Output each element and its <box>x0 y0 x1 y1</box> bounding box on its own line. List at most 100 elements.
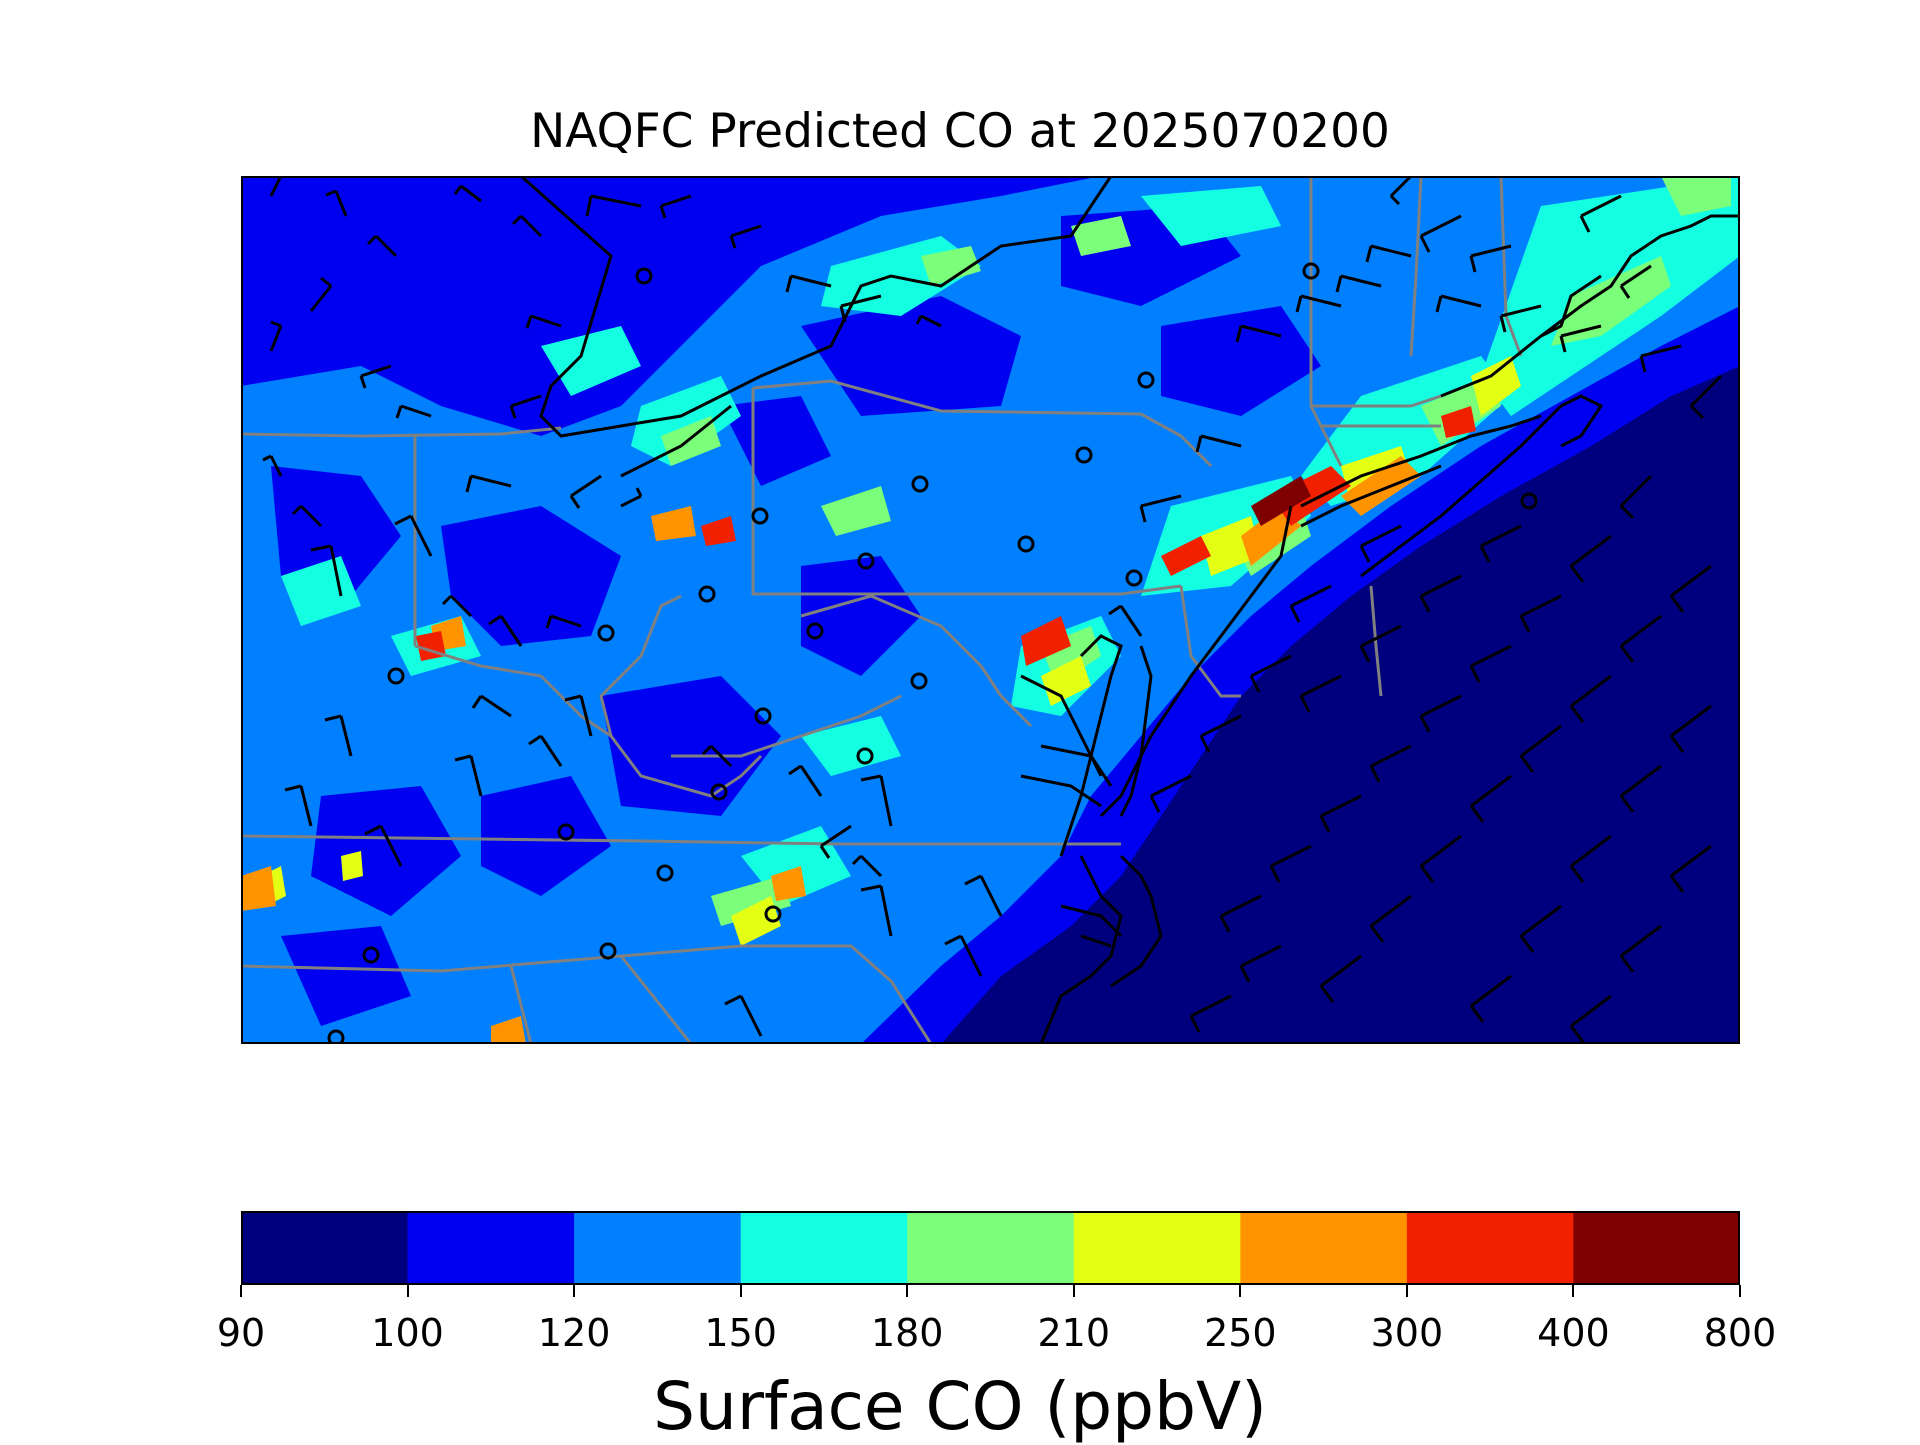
wind-barb <box>1240 324 1282 338</box>
colorbar-segment <box>407 1211 575 1285</box>
wind-barb <box>1670 704 1712 738</box>
wind-barb-feather <box>1189 1015 1201 1033</box>
wind-barb-feather <box>1195 435 1203 453</box>
wind-barb-feather <box>724 994 742 1006</box>
colorbar-segment <box>907 1211 1075 1285</box>
monitor-site-marker <box>597 624 615 642</box>
wind-barb-feather <box>819 845 831 859</box>
wind-barb-feather <box>1519 935 1535 953</box>
wind-barb-feather <box>1469 255 1477 273</box>
wind-barb-feather <box>465 475 473 493</box>
wind-barb-feather <box>441 594 453 606</box>
colorbar-segment <box>574 1211 742 1285</box>
colorbar-tick-mark <box>1072 1285 1075 1297</box>
co-field-low-pockets <box>271 206 1321 1026</box>
wind-barb-feather <box>1249 675 1261 693</box>
wind-barb-feather <box>291 504 303 516</box>
wind-barb <box>269 325 283 352</box>
wind-barb <box>1370 244 1412 258</box>
wind-barb <box>550 614 582 628</box>
monitor-site-marker <box>1017 535 1035 553</box>
wind-barb-feather <box>1559 335 1567 353</box>
wind-barb <box>469 755 483 797</box>
monitor-site-marker <box>1137 371 1155 389</box>
wind-barb <box>329 545 343 597</box>
wind-barb <box>1500 304 1542 318</box>
monitor-site-marker <box>1125 569 1143 587</box>
wind-barb <box>409 515 433 557</box>
wind-barb <box>1620 264 1652 288</box>
wind-barb-feather <box>1569 1025 1585 1043</box>
wind-barb <box>730 224 762 238</box>
wind-barb <box>530 314 562 328</box>
co-field-400-800 <box>1251 476 1311 526</box>
colorbar-tick-mark <box>1239 1285 1242 1297</box>
wind-barb-feather <box>1499 315 1507 333</box>
wind-barb-feather <box>270 320 282 328</box>
wind-barb <box>499 615 523 647</box>
map-border <box>241 176 1740 1044</box>
co-map <box>241 176 1740 1044</box>
map-canvas <box>241 176 1740 1044</box>
wind-barb-feather <box>1199 735 1211 753</box>
wind-barb-feather <box>324 714 342 722</box>
wind-barb <box>1140 494 1182 508</box>
monitor-sites <box>327 262 1538 1044</box>
wind-barb <box>1360 524 1402 548</box>
colorbar-svg <box>241 1211 1741 1285</box>
wind-barb-feather <box>1579 215 1591 233</box>
wind-barb-feather <box>1359 645 1371 663</box>
wind-barb <box>920 314 942 328</box>
colorbar-tick-label: 800 <box>1703 1311 1777 1355</box>
wind-barb <box>1670 564 1712 598</box>
wind-barb-feather <box>1435 295 1443 313</box>
wind-barb <box>1300 294 1342 308</box>
wind-barb <box>299 504 323 528</box>
monitor-site-marker <box>656 864 674 882</box>
wind-barb-feather <box>262 454 272 462</box>
wind-barb-feather <box>851 854 863 866</box>
monitor-site-marker <box>599 942 617 960</box>
wind-barb <box>1470 244 1512 258</box>
wind-barb-feather <box>1689 404 1705 420</box>
wind-barb-feather <box>1369 925 1385 943</box>
wind-barb <box>1560 324 1602 338</box>
wind-barb-feather <box>1469 1005 1485 1023</box>
wind-barb-feather <box>511 214 523 226</box>
wind-barb-feather <box>635 487 643 497</box>
colorbar-tick-label: 400 <box>1537 1311 1610 1355</box>
wind-barb-feather <box>1389 194 1401 206</box>
wind-barb-feather <box>284 784 302 792</box>
wind-barb <box>400 404 432 418</box>
wind-barb <box>570 474 602 498</box>
wind-barb <box>979 875 1003 917</box>
wind-barb-feather <box>1469 805 1485 823</box>
wind-barb-feather <box>1219 915 1231 933</box>
monitor-site-marker <box>857 552 875 570</box>
wind-barb-feather <box>1149 795 1161 813</box>
wind-barb-feather <box>1289 605 1301 623</box>
wind-barb-feather <box>1569 705 1585 723</box>
wind-barb-feather <box>1139 505 1147 523</box>
wind-barb-feather <box>471 695 483 709</box>
wind-barb <box>539 735 563 767</box>
wind-barb-feather <box>1569 565 1585 583</box>
wind-barb <box>709 744 733 768</box>
wind-barb-feather <box>320 276 332 288</box>
wind-barb <box>1200 714 1242 738</box>
wind-barb-feather <box>915 315 923 325</box>
wind-barb <box>1420 694 1462 718</box>
wind-barb <box>1300 674 1342 698</box>
monitor-site-marker <box>856 747 874 765</box>
colorbar-tick-mark <box>1572 1285 1575 1297</box>
wind-barb-feather <box>1619 795 1635 813</box>
wind-barb-feather <box>1299 695 1311 713</box>
wind-barb-feather <box>1239 965 1251 983</box>
wind-barb <box>1360 624 1402 648</box>
colorbar-tick-label: 210 <box>1037 1311 1111 1355</box>
wind-barb <box>1220 894 1262 918</box>
wind-barb <box>360 364 392 378</box>
wind-barb-feather <box>564 694 582 702</box>
monitor-site-marker <box>764 905 782 923</box>
monitor-site-marker <box>698 585 716 603</box>
